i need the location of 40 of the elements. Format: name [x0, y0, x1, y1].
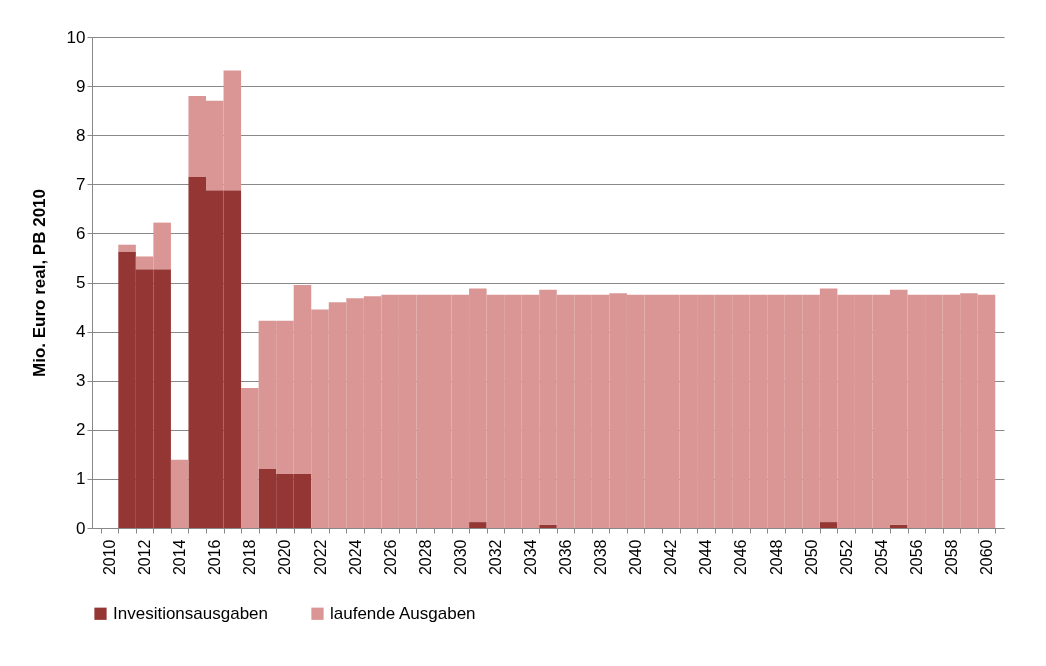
y-tick-label: 6	[76, 223, 86, 243]
x-tick-label: 2044	[697, 539, 715, 576]
x-tick-label: 2056	[907, 539, 925, 576]
x-tick-label: 2032	[486, 539, 504, 576]
x-tick-label: 2022	[311, 539, 329, 576]
x-tick-label: 2012	[136, 539, 154, 576]
y-tick-label: 7	[76, 174, 86, 194]
y-tick-label: 4	[76, 322, 86, 342]
y-axis-title: Mio. Euro real, PB 2010	[29, 188, 49, 378]
y-tick-label: 1	[76, 469, 86, 489]
x-tick-label: 2050	[802, 539, 820, 576]
x-tick-label: 2026	[381, 539, 399, 576]
x-tick-label: 2024	[346, 539, 364, 576]
x-tick-label: 2034	[521, 539, 539, 576]
legend-label: Invesitionsausgaben	[113, 603, 269, 623]
x-tick-label: 2060	[977, 539, 995, 576]
y-tick-label: 8	[76, 125, 86, 145]
y-tick-label: 9	[76, 76, 86, 96]
x-tick-label: 2018	[241, 539, 259, 576]
y-tick-label: 10	[66, 27, 86, 47]
x-tick-label: 2054	[872, 539, 890, 576]
y-tick-label: 2	[76, 420, 86, 440]
x-tick-label: 2010	[101, 539, 119, 576]
y-tick-label: 3	[76, 371, 86, 391]
y-tick-label: 0	[76, 518, 86, 538]
x-tick-label: 2046	[732, 539, 750, 576]
x-tick-label: 2042	[662, 539, 680, 576]
x-tick-label: 2014	[171, 539, 189, 576]
x-tick-label: 2052	[837, 539, 855, 576]
x-tick-label: 2038	[592, 539, 610, 576]
x-tick-label: 2020	[276, 539, 294, 576]
x-tick-label: 2058	[942, 539, 960, 576]
x-tick-label: 2040	[627, 539, 645, 576]
x-tick-label: 2036	[557, 539, 575, 576]
y-tick-label: 5	[76, 273, 86, 292]
legend-label: laufende Ausgaben	[330, 603, 476, 623]
x-tick-label: 2048	[767, 539, 785, 576]
x-tick-label: 2030	[451, 539, 469, 576]
x-tick-label: 2016	[206, 539, 224, 576]
x-tick-label: 2028	[416, 539, 434, 576]
